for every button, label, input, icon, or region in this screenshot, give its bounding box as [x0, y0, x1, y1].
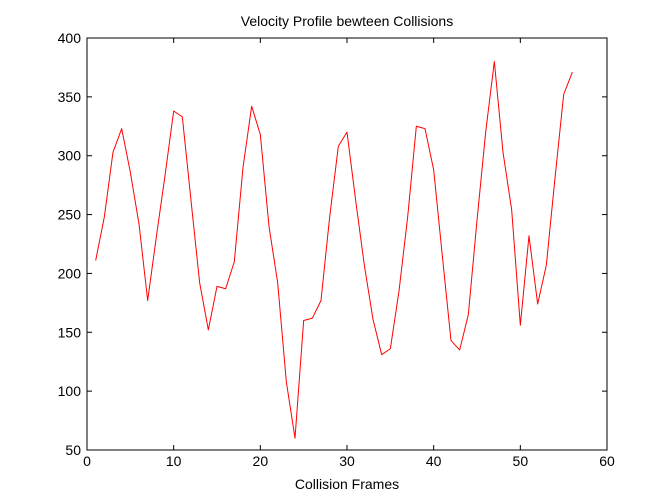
y-tick-label: 100	[58, 383, 82, 399]
y-tick-label: 300	[58, 148, 82, 164]
chart-title: Velocity Profile bewteen Collisions	[241, 13, 453, 29]
y-tick-label: 250	[58, 207, 82, 223]
x-tick-label: 10	[166, 453, 182, 469]
x-tick-label: 50	[513, 453, 529, 469]
x-tick-label: 40	[426, 453, 442, 469]
x-axis-label: Collision Frames	[295, 476, 399, 492]
y-tick-label: 350	[58, 89, 82, 105]
x-tick-label: 20	[253, 453, 269, 469]
plot-background	[87, 38, 607, 450]
y-tick-label: 400	[58, 30, 82, 46]
y-tick-label: 50	[65, 442, 81, 458]
y-tick-label: 150	[58, 324, 82, 340]
x-tick-label: 30	[339, 453, 355, 469]
x-tick-label: 60	[599, 453, 615, 469]
series-line	[95, 61, 573, 439]
plot-frame	[86, 37, 608, 451]
x-tick-label: 0	[83, 453, 91, 469]
y-tick-label: 200	[58, 265, 82, 281]
